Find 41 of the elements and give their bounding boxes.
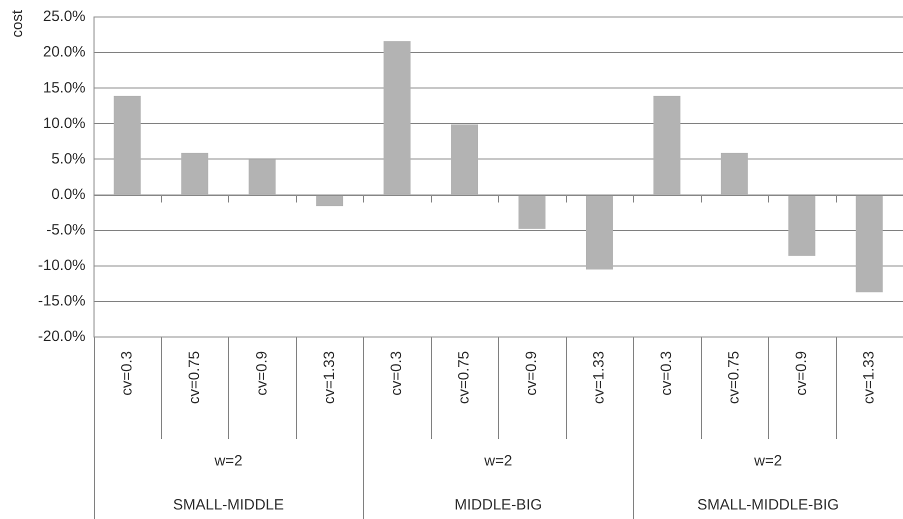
bar — [384, 41, 411, 194]
y-tick-label: 0.0% — [51, 186, 86, 203]
x-tick-label: cv=0.3 — [118, 351, 136, 396]
bar — [720, 152, 748, 194]
y-tick-label: 20.0% — [42, 44, 86, 61]
bar — [653, 96, 680, 194]
text: MIDDLE-BIG — [454, 496, 542, 514]
y-axis-title: cost — [9, 9, 26, 38]
bar — [316, 195, 344, 206]
x-tick-label: cv=0.75 — [726, 351, 742, 404]
y-tick-label: -10.0% — [38, 257, 86, 274]
bar — [788, 195, 816, 256]
bar — [248, 159, 276, 194]
bar — [856, 195, 883, 292]
text: w=2 — [213, 452, 242, 470]
x-tick-label: cv=0.75 — [186, 351, 203, 404]
text: w=2 — [483, 452, 512, 470]
text: w=2 — [753, 452, 782, 470]
text: SMALL-MIDDLE-BIG — [697, 496, 839, 514]
x-tick-label: cv=1.33 — [860, 351, 878, 404]
y-tick-label: 25.0% — [42, 8, 86, 26]
x-tick-label: cv=0.3 — [658, 351, 676, 396]
y-tick-label: -5.0% — [46, 221, 86, 238]
x-tick-label: cv=0.75 — [456, 351, 473, 404]
bar — [586, 195, 613, 270]
bar — [114, 96, 141, 194]
y-tick-label: -15.0% — [38, 292, 86, 310]
x-tick-label: cv=0.9 — [792, 351, 810, 396]
y-tick-label: -20.0% — [38, 328, 86, 346]
y-tick-label: 10.0% — [42, 114, 86, 132]
x-tick-label: cv=0.9 — [253, 351, 270, 396]
y-tick-label: 5.0% — [51, 150, 86, 168]
text: SMALL-MIDDLE — [173, 496, 284, 514]
y-tick-label: 15.0% — [42, 79, 86, 96]
x-tick-label: cv=1.33 — [320, 351, 338, 404]
x-tick-label: cv=0.9 — [523, 351, 540, 396]
bar — [181, 152, 208, 194]
x-tick-label: cv=0.3 — [388, 351, 406, 396]
bar — [451, 124, 478, 194]
x-tick-label: cv=1.33 — [590, 351, 608, 404]
bar — [518, 195, 546, 229]
